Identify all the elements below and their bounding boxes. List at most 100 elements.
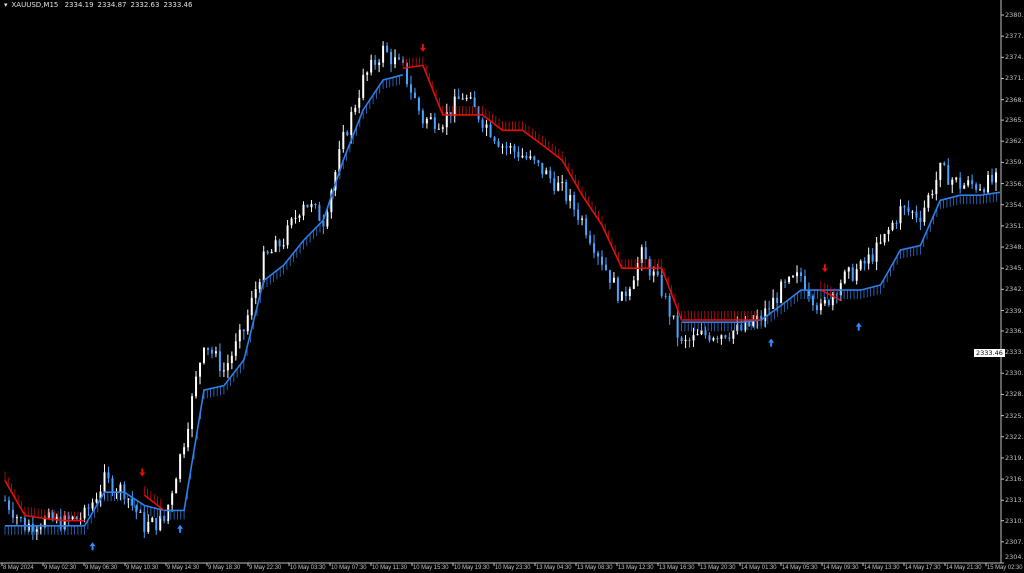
candle-body (107, 472, 110, 479)
candle-body (429, 117, 432, 119)
candle-body (179, 454, 182, 479)
candle-body (772, 297, 775, 309)
candle-body (811, 295, 814, 306)
collapse-triangle-icon[interactable]: ▾ (4, 1, 8, 9)
price-tick-label: 2342.4 (1005, 285, 1024, 294)
candle-body (620, 291, 623, 301)
candle-body (915, 211, 918, 218)
candle-body (919, 217, 922, 222)
candle-body (577, 209, 580, 220)
candle-body (700, 330, 703, 335)
candle-body (732, 330, 735, 339)
candle-body (43, 517, 46, 528)
candle-body (489, 124, 492, 138)
time-tick-label: 14 May 01:30 (741, 564, 777, 571)
candle-body (461, 98, 464, 100)
candle-body (222, 370, 225, 372)
candle-body (67, 515, 70, 520)
candle-body (875, 242, 878, 262)
candle-body (983, 189, 986, 193)
time-tick-label: 14 May 21:30 (946, 564, 982, 571)
chart-header: ▾ XAUUSD,M15 2334.19 2334.87 2332.63 2333.46 (4, 1, 196, 9)
candle-body (19, 517, 22, 519)
candle-body (449, 112, 452, 116)
candle-body (7, 500, 10, 510)
candle-body (234, 341, 237, 356)
price-tick-label: 2319.3 (1005, 453, 1024, 462)
time-tick-label: 9 May 06:30 (85, 564, 118, 571)
candle-body (672, 315, 675, 317)
candle-body (63, 515, 66, 530)
candle-body (636, 263, 639, 281)
candle-body (979, 189, 982, 191)
candle-body (708, 335, 711, 341)
time-tick-label: 10 May 11:30 (372, 564, 408, 571)
candle-body (601, 256, 603, 265)
candle-body (330, 190, 333, 213)
candle-body (318, 205, 321, 221)
sell-arrow-icon (821, 264, 828, 273)
candle-body (183, 447, 186, 455)
candle-body (445, 112, 448, 128)
candle-body (847, 267, 850, 272)
candle-body (879, 242, 882, 244)
candle-body (286, 225, 289, 246)
symbol-label: XAUUSD,M15 (11, 1, 59, 9)
candle-body (644, 247, 647, 260)
high-value: 2334.87 (97, 1, 127, 9)
low-value: 2332.63 (130, 1, 160, 9)
candle-body (350, 111, 353, 136)
time-tick-label: 9 May 10:30 (126, 564, 159, 571)
candle-body (230, 355, 233, 364)
buy-arrow-icon (177, 524, 184, 533)
price-tick-label: 2354.0 (1005, 200, 1024, 209)
time-tick-label: 14 May 13:30 (864, 564, 900, 571)
price-tick-label: 2377.1 (1005, 32, 1024, 41)
candle-body (923, 207, 926, 222)
candle-body (632, 280, 635, 289)
candle-body (290, 218, 293, 226)
candle-body (417, 97, 420, 111)
candle-body (803, 276, 806, 290)
candle-body (210, 349, 213, 354)
candle-body (839, 283, 842, 296)
candle-body (867, 254, 870, 264)
candle-body (624, 291, 627, 297)
candle-body (358, 97, 361, 108)
candle-body (11, 509, 14, 518)
candle-body (485, 124, 488, 128)
candle-body (959, 177, 962, 189)
candle-body (171, 493, 174, 505)
candle-body (895, 222, 898, 224)
price-tick-label: 2365.6 (1005, 116, 1024, 125)
time-tick-label: 8 May 2024 (3, 564, 34, 571)
candle-body (664, 295, 667, 297)
candle-body (167, 504, 170, 521)
candle-body (525, 155, 528, 159)
candle-body (75, 516, 78, 520)
candle-body (469, 97, 472, 99)
candle-body (497, 141, 500, 147)
candle-body (569, 194, 572, 201)
candle-body (565, 181, 568, 201)
candle-body (493, 137, 496, 142)
candle-body (768, 308, 771, 310)
buy-arrow-icon (855, 322, 862, 331)
candle-body (756, 315, 759, 321)
candle-body (720, 335, 723, 339)
time-tick-label: 14 May 17:30 (905, 564, 941, 571)
candle-body (863, 260, 866, 264)
candle-body (127, 498, 130, 500)
candle-body (477, 106, 480, 120)
price-tick-label: 2339.5 (1005, 306, 1024, 315)
time-tick-label: 10 May 19:30 (454, 564, 490, 571)
candle-body (155, 517, 158, 531)
candle-body (541, 162, 544, 175)
close-value: 2333.46 (163, 1, 193, 9)
candle-body (254, 289, 257, 298)
candle-body (987, 174, 990, 193)
candle-body (612, 277, 615, 283)
candle-body (537, 160, 540, 163)
